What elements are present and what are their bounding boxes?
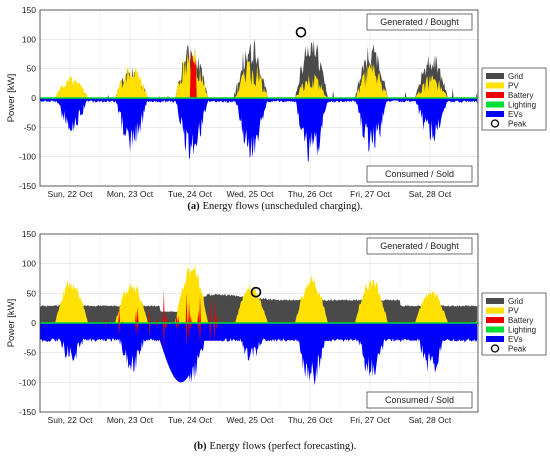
- x-tick-label: Fri, 27 Oct: [350, 415, 390, 425]
- x-tick-label: Sat, 28 Oct: [409, 189, 452, 199]
- y-tick-label: 100: [22, 259, 36, 269]
- series-evs-area: [40, 323, 478, 386]
- annotation-top-text: Generated / Bought: [380, 241, 459, 251]
- annotation-bottom-box: [366, 165, 473, 183]
- x-tick-label: Thu, 26 Oct: [288, 415, 333, 425]
- x-tick-label: Tue, 24 Oct: [168, 415, 213, 425]
- y-tick-label: -100: [19, 377, 36, 387]
- x-tick-label: Sat, 28 Oct: [409, 415, 452, 425]
- series-pv-area: [40, 264, 478, 323]
- annotation-bottom-text: Consumed / Sold: [385, 169, 454, 179]
- peak-marker: [295, 26, 307, 38]
- y-tick-label: 150: [22, 229, 36, 239]
- legend-label: PV: [508, 307, 519, 316]
- x-tick-label: Thu, 26 Oct: [288, 189, 333, 199]
- series-evs-area: [40, 98, 478, 163]
- legend-label: EVs: [508, 335, 523, 344]
- legend-swatch: [486, 73, 504, 79]
- legend-label: EVs: [508, 110, 523, 119]
- y-tick-label: 50: [27, 288, 37, 298]
- y-tick-label: 0: [31, 93, 36, 103]
- legend-label: Battery: [508, 91, 533, 100]
- caption-text: Energy flows (perfect forecasting).: [210, 441, 357, 452]
- y-tick-label: -50: [24, 348, 37, 358]
- legend-label: Lighting: [508, 101, 536, 110]
- y-tick-label: -150: [19, 407, 36, 417]
- legend-swatch: [486, 92, 504, 98]
- caption-text: Energy flows (unscheduled charging).: [203, 201, 363, 212]
- annotation-top-text: Generated / Bought: [380, 17, 459, 27]
- annotation-bottom-text: Consumed / Sold: [385, 395, 454, 405]
- legend-label: Battery: [508, 316, 533, 325]
- legend-box: [481, 67, 547, 131]
- legend-label: PV: [508, 82, 519, 91]
- legend-label: Grid: [508, 72, 523, 81]
- legend-swatch: [486, 307, 504, 314]
- plot-frame: [39, 9, 479, 187]
- legend-swatch: [486, 82, 504, 89]
- x-tick-label: Sun, 22 Oct: [48, 415, 94, 425]
- annotation-bottom-box: [366, 391, 473, 409]
- y-tick-label: 50: [27, 64, 37, 74]
- panel-a: -150 -100 -50 0 50 100 150 Sun, 22 Oct Mon, 23 O…: [6, 5, 547, 212]
- caption-label: (b): [194, 441, 207, 452]
- legend-swatch: [486, 101, 504, 108]
- y-tick-label: -150: [19, 181, 36, 191]
- y-axis-label: Power [kW]: [6, 74, 17, 123]
- annotation-top-box: [366, 237, 473, 255]
- x-tick-label: Sun, 22 Oct: [48, 189, 94, 199]
- x-tick-label: Wed, 25 Oct: [226, 189, 274, 199]
- series-battery-neg-area: [40, 323, 478, 351]
- y-axis-label: Power [kW]: [6, 299, 17, 348]
- series-battery-area: [40, 288, 478, 323]
- peak-marker: [250, 286, 262, 298]
- y-tick-label: 150: [22, 5, 36, 15]
- x-tick-label: Mon, 23 Oct: [107, 189, 154, 199]
- legend-peak-swatch: [490, 119, 500, 128]
- x-tick-label: Tue, 24 Oct: [168, 189, 213, 199]
- legend-swatch: [486, 326, 504, 333]
- legend-label: Lighting: [508, 326, 536, 335]
- legend-label: Peak: [508, 345, 527, 354]
- x-tick-label: Fri, 27 Oct: [350, 189, 390, 199]
- y-tick-label: -50: [24, 122, 37, 132]
- annotation-top-box: [366, 13, 473, 31]
- y-tick-label: -100: [19, 152, 36, 162]
- y-tick-label: 0: [31, 318, 36, 328]
- legend-swatch: [486, 111, 504, 117]
- y-tick-label: 100: [22, 34, 36, 44]
- legend-swatch: [486, 317, 504, 323]
- legend-peak-swatch: [490, 344, 500, 353]
- legend-swatch: [486, 336, 504, 342]
- figure-caption: (b) Energy flows (perfect forecasting).: [194, 441, 357, 452]
- legend-label: Peak: [508, 120, 527, 129]
- series-pv-area: [40, 48, 478, 98]
- legend-label: Grid: [508, 297, 523, 306]
- panel-b: -150 -100 -50 0 50 100 150 Sun, 22 Oct Mon, 23 O…: [6, 229, 547, 452]
- caption-label: (a): [187, 201, 200, 212]
- x-tick-label: Wed, 25 Oct: [226, 415, 274, 425]
- figure-caption: (a) Energy flows (unscheduled charging).: [187, 201, 362, 212]
- plot-frame: [39, 233, 479, 413]
- legend-swatch: [486, 298, 504, 304]
- x-tick-label: Mon, 23 Oct: [107, 415, 154, 425]
